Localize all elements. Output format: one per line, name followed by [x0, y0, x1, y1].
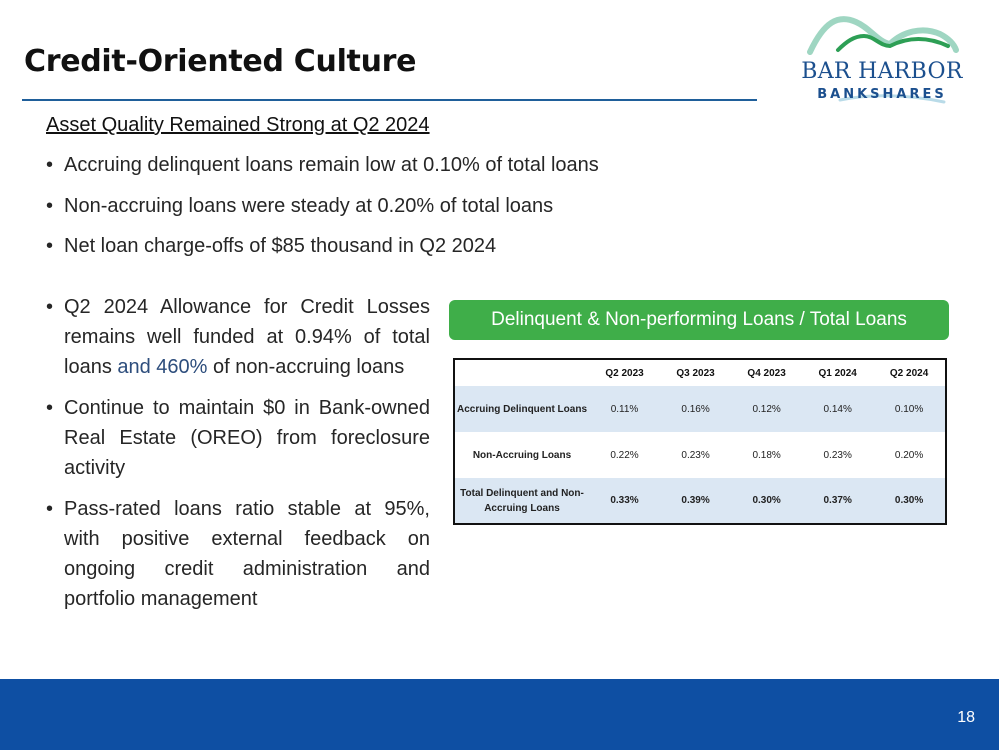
logo-wordmark: BAR HARBOR — [801, 59, 963, 84]
table-cell: 0.20% — [894, 449, 924, 461]
row-label: Total Delinquent and Non-Accruing Loans — [454, 478, 589, 524]
section-subheading: Asset Quality Remained Strong at Q2 2024 — [46, 114, 430, 136]
bullet-allowance: Q2 2024 Allowance for Credit Losses rema… — [46, 292, 430, 382]
row-label: Non-Accruing Loans — [472, 449, 572, 461]
footer-bar: 18 — [0, 679, 999, 750]
column-header: Q3 2023 — [676, 367, 715, 379]
table-cell: 0.14% — [802, 386, 874, 432]
table-cell: 0.22% — [610, 449, 639, 461]
table-cell: 0.23% — [681, 449, 710, 461]
table-cell: 0.33% — [589, 478, 661, 524]
column-header: Q2 2024 — [889, 367, 929, 379]
bullet-allowance-tail: of non-accruing loans — [207, 356, 405, 378]
table-cell: 0.12% — [731, 386, 803, 432]
bullet-allowance-text: Q2 2024 Allowance for Credit Losses rema… — [64, 296, 430, 378]
company-logo: BAR HARBOR BANKSHARES — [798, 12, 966, 112]
logo-subwordmark: BANKSHARES — [817, 87, 947, 102]
table-cell: 0.37% — [802, 478, 874, 524]
row-label: Accruing Delinquent Loans — [454, 386, 589, 432]
table-cell: 0.23% — [823, 449, 852, 461]
bullet-pass-rated: Pass-rated loans ratio stable at 95%, wi… — [46, 494, 430, 614]
bullet-non-accruing: Non-accruing loans were steady at 0.20% … — [46, 191, 599, 221]
loans-table: Q2 2023 Q3 2023 Q4 2023 Q1 2024 Q2 2024 … — [453, 358, 947, 525]
table-cell: 0.39% — [660, 478, 732, 524]
table-cell: 0.10% — [873, 386, 946, 432]
table-row: Accruing Delinquent Loans 0.11% 0.16% 0.… — [454, 386, 946, 432]
left-bullet-list: Q2 2024 Allowance for Credit Losses rema… — [46, 292, 430, 625]
bullet-oreo: Continue to maintain $0 in Bank-owned Re… — [46, 393, 430, 483]
column-header: Q4 2023 — [747, 367, 786, 379]
mountain-logo-icon — [807, 16, 959, 104]
bullet-charge-offs: Net loan charge-offs of $85 thousand in … — [46, 231, 599, 261]
table-cell: 0.11% — [589, 386, 661, 432]
title-divider — [22, 99, 757, 101]
table-row-total: Total Delinquent and Non-Accruing Loans … — [454, 478, 946, 524]
bullet-allowance-highlight: and 460% — [117, 356, 208, 378]
column-header: Q2 2023 — [605, 367, 644, 379]
page-number: 18 — [957, 709, 975, 726]
table-cell: 0.30% — [731, 478, 803, 524]
table-cell: 0.18% — [752, 449, 781, 461]
bullet-delinquent: Accruing delinquent loans remain low at … — [46, 150, 599, 180]
column-header — [454, 359, 589, 386]
table-row: Non-Accruing Loans 0.22% 0.23% 0.18% 0.2… — [454, 432, 946, 478]
table-cell: 0.30% — [873, 478, 946, 524]
slide-title: Credit-Oriented Culture — [24, 44, 417, 79]
top-bullet-list: Accruing delinquent loans remain low at … — [46, 150, 599, 272]
table-header-row: Q2 2023 Q3 2023 Q4 2023 Q1 2024 Q2 2024 — [454, 359, 946, 386]
table-title-banner: Delinquent & Non-performing Loans / Tota… — [449, 300, 949, 340]
column-header: Q1 2024 — [818, 367, 857, 379]
table-cell: 0.16% — [660, 386, 732, 432]
